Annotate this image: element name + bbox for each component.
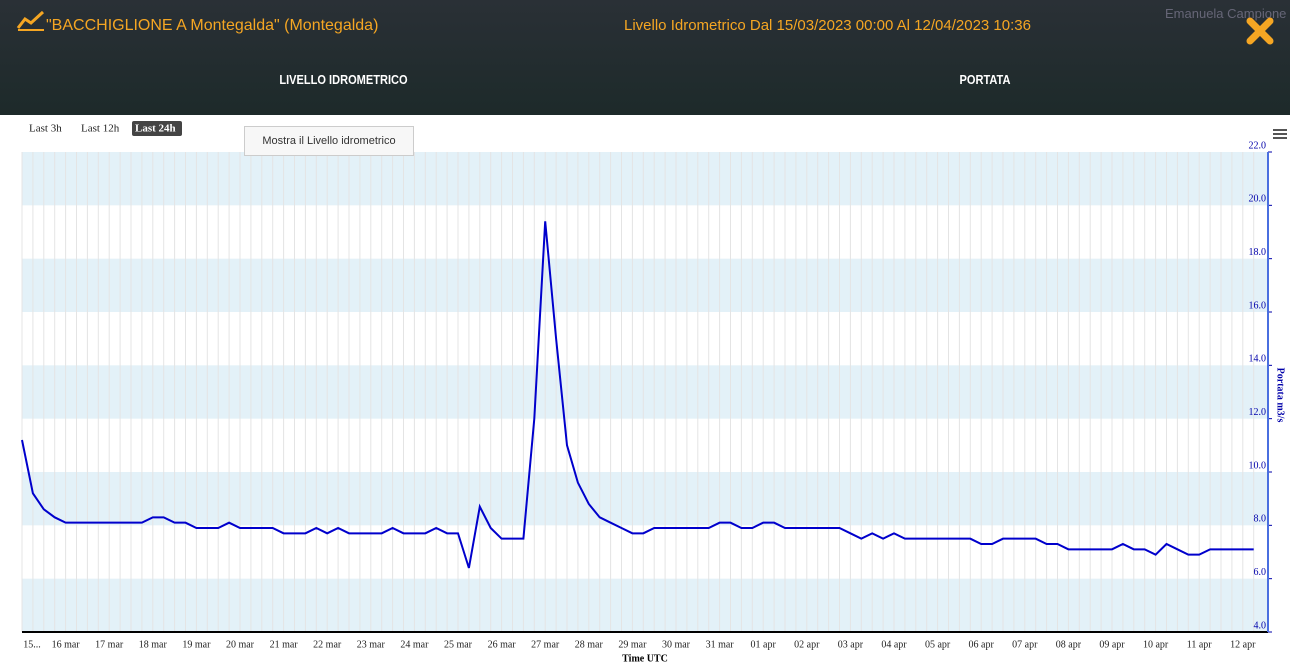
station-title: "BACCHIGLIONE A Montegalda" (Montegalda) [46, 17, 379, 34]
y-tick-label: 20.0 [1249, 194, 1267, 205]
y-tick-label: 10.0 [1249, 460, 1267, 471]
x-tick-label: 17 mar [95, 639, 124, 650]
x-tick-label: 26 mar [488, 639, 517, 650]
x-tick-label: 30 mar [662, 639, 691, 650]
y-axis-title: Portata m3/s [1275, 368, 1286, 423]
x-tick-label: 08 apr [1056, 639, 1082, 650]
data-line [21, 221, 1254, 569]
x-tick-label: 15... [23, 639, 41, 650]
tab-livello[interactable]: LIVELLO IDROMETRICO [279, 72, 408, 87]
x-tick-label: 21 mar [270, 639, 299, 650]
x-tick-label: 31 mar [706, 639, 735, 650]
x-tick-label: 29 mar [618, 639, 647, 650]
x-tick-label: 04 apr [881, 639, 907, 650]
y-tick-label: 16.0 [1249, 300, 1267, 311]
tab-portata[interactable]: PORTATA [959, 72, 1011, 87]
y-tick-label: 12.0 [1249, 407, 1267, 418]
plot-band [22, 365, 1268, 419]
menu-bar [1273, 133, 1287, 135]
menu-button[interactable] [1273, 129, 1287, 139]
x-tick-label: 05 apr [925, 639, 951, 650]
x-axis-title: Time UTC [622, 653, 668, 664]
range-button[interactable]: Last 3h [29, 123, 62, 135]
plot-band [22, 258, 1268, 312]
y-tick-label: 14.0 [1249, 354, 1267, 365]
x-tick-label: 11 apr [1187, 639, 1213, 650]
menu-bar [1273, 129, 1287, 131]
plot-band [22, 152, 1268, 206]
plot-band [22, 578, 1268, 632]
x-tick-label: 18 mar [139, 639, 168, 650]
x-tick-label: 24 mar [400, 639, 429, 650]
close-button[interactable] [1245, 16, 1275, 46]
plot-band [22, 472, 1268, 526]
chart-icon [16, 10, 45, 31]
x-tick-label: 06 apr [969, 639, 995, 650]
x-tick-label: 25 mar [444, 639, 473, 650]
y-tick-label: 4.0 [1254, 620, 1267, 631]
x-tick-label: 03 apr [838, 639, 864, 650]
x-tick-label: 02 apr [794, 639, 820, 650]
menu-bar [1273, 137, 1287, 139]
x-tick-label: 22 mar [313, 639, 342, 650]
y-tick-label: 6.0 [1254, 567, 1267, 578]
period-title: Livello Idrometrico Dal 15/03/2023 00:00… [624, 17, 1031, 34]
x-tick-label: 01 apr [751, 639, 777, 650]
y-tick-label: 22.0 [1249, 140, 1267, 151]
range-button[interactable]: Last 12h [81, 123, 120, 135]
x-tick-label: 12 apr [1230, 639, 1256, 650]
tooltip: Mostra il Livello idrometrico [244, 126, 414, 156]
x-tick-label: 20 mar [226, 639, 255, 650]
x-tick-label: 23 mar [357, 639, 386, 650]
x-tick-label: 19 mar [182, 639, 211, 650]
x-tick-label: 16 mar [52, 639, 81, 650]
range-button[interactable]: Last 24h [135, 123, 176, 135]
range-button-bg [132, 121, 182, 136]
header: "BACCHIGLIONE A Montegalda" (Montegalda)… [0, 0, 1290, 115]
x-tick-label: 27 mar [531, 639, 560, 650]
x-tick-label: 09 apr [1099, 639, 1125, 650]
x-tick-label: 28 mar [575, 639, 604, 650]
user-name: Emanuela Campione [1165, 6, 1287, 21]
y-tick-label: 8.0 [1254, 514, 1267, 525]
x-tick-label: 10 apr [1143, 639, 1169, 650]
y-tick-label: 18.0 [1249, 247, 1267, 258]
x-tick-label: 07 apr [1012, 639, 1038, 650]
